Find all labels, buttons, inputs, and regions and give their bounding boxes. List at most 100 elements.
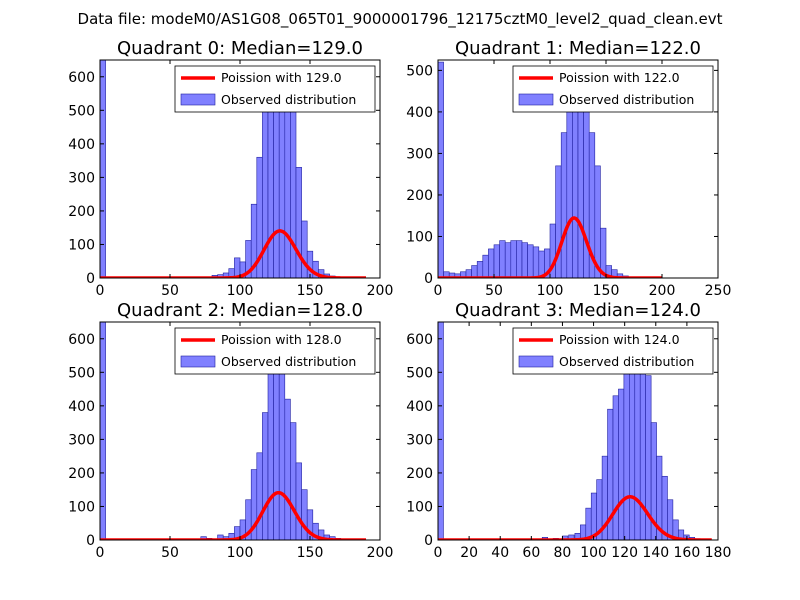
legend-entry-poisson: Poission with 129.0 — [221, 70, 342, 85]
histogram-bar — [600, 227, 607, 278]
y-tick-label: 400 — [406, 399, 433, 415]
y-tick-label: 0 — [86, 533, 95, 549]
legend-bar-swatch — [518, 93, 554, 106]
legend-entry-observed: Observed distribution — [559, 92, 694, 107]
panel-title: Quadrant 1: Median=122.0 — [455, 38, 701, 59]
legend-bar-swatch — [180, 93, 216, 106]
x-tick-label: 100 — [227, 283, 254, 299]
x-tick-label: 50 — [161, 545, 179, 561]
y-tick-label: 200 — [406, 188, 433, 204]
histogram-bar — [594, 165, 601, 278]
histogram-bar — [306, 250, 314, 278]
x-tick-label: 180 — [705, 545, 732, 561]
x-tick-label: 0 — [434, 283, 443, 299]
y-tick-label: 200 — [406, 466, 433, 482]
x-tick-label: 40 — [491, 545, 509, 561]
legend: Poission with 122.0 Observed distribution — [512, 65, 714, 113]
legend-entry-poisson: Poission with 124.0 — [559, 332, 680, 347]
y-tick-label: 0 — [424, 271, 433, 287]
histogram-bar — [516, 240, 523, 278]
histogram-bar — [560, 132, 568, 278]
histogram-bars — [438, 61, 629, 278]
x-tick-label: 150 — [297, 545, 324, 561]
panel-quadrant-3: Quadrant 3: Median=124.00 20 40 60 80 100 120 1… — [406, 300, 731, 561]
histogram-bar — [482, 254, 489, 278]
y-tick-label: 300 — [406, 432, 433, 448]
y-tick-label: 600 — [68, 332, 95, 348]
histogram-bar — [295, 462, 302, 540]
x-tick-label: 100 — [537, 283, 564, 299]
histogram-bar — [568, 534, 575, 540]
histogram-bar — [585, 507, 592, 540]
x-tick-label: 20 — [460, 545, 478, 561]
histogram-bar — [273, 83, 280, 278]
histogram-bar — [284, 398, 291, 540]
histogram-bar — [100, 60, 106, 278]
y-tick-label: 600 — [68, 70, 95, 86]
histogram-bar — [612, 395, 619, 540]
histogram-bar — [256, 452, 263, 540]
histogram-bar — [438, 61, 444, 278]
y-tick-label: 500 — [406, 63, 433, 79]
histogram-bars — [100, 322, 342, 540]
panel-quadrant-0: Quadrant 0: Median=129.0 0 50 100 150 200 0 100… — [68, 38, 393, 299]
x-tick-label: 120 — [611, 545, 638, 561]
histogram-bar — [100, 322, 106, 540]
histogram-bar — [504, 242, 512, 278]
y-tick-label: 100 — [406, 229, 433, 245]
legend-entry-observed: Observed distribution — [559, 354, 694, 369]
x-tick-label: 0 — [434, 545, 443, 561]
histogram-bar — [493, 244, 500, 278]
legend-entry-poisson: Poission with 122.0 — [559, 70, 680, 85]
y-tick-label: 500 — [406, 365, 433, 381]
y-tick-label: 500 — [68, 103, 95, 119]
axes-frame — [437, 59, 719, 279]
y-tick-label: 100 — [406, 499, 433, 515]
histogram-bar — [262, 412, 269, 540]
histogram-bars — [100, 60, 342, 278]
poisson-curve — [100, 490, 367, 540]
histogram-bar — [521, 242, 528, 278]
y-tick-label: 400 — [406, 105, 433, 121]
histogram-bar — [273, 345, 280, 540]
legend: Poission with 124.0 Observed distribution — [512, 327, 714, 375]
x-tick-label: 200 — [367, 545, 394, 561]
panel-title: Quadrant 3: Median=124.0 — [455, 300, 701, 321]
x-tick-label: 140 — [642, 545, 669, 561]
histogram-bar — [295, 167, 302, 278]
legend-entry-observed: Observed distribution — [221, 92, 356, 107]
y-tick-label: 200 — [68, 466, 95, 482]
x-tick-label: 0 — [96, 283, 105, 299]
y-tick-label: 400 — [68, 399, 95, 415]
histogram-bar — [499, 240, 506, 278]
histogram-bars — [438, 322, 701, 540]
x-tick-label: 100 — [580, 545, 607, 561]
x-tick-label: 0 — [96, 545, 105, 561]
y-tick-label: 600 — [406, 332, 433, 348]
histogram-bar — [527, 244, 534, 278]
histogram-bar — [488, 248, 495, 278]
histogram-bar — [278, 365, 286, 540]
legend-entry-poisson: Poission with 128.0 — [221, 332, 342, 347]
y-tick-label: 500 — [68, 365, 95, 381]
legend-bar-swatch — [518, 355, 554, 368]
x-tick-label: 200 — [649, 283, 676, 299]
x-tick-label: 50 — [485, 283, 503, 299]
axes-frame — [437, 321, 719, 541]
histogram-bar — [301, 220, 308, 278]
x-tick-label: 150 — [297, 283, 324, 299]
histogram-bar — [510, 240, 517, 278]
histogram-bar — [290, 422, 297, 540]
histogram-bar — [267, 110, 274, 278]
x-tick-label: 50 — [161, 283, 179, 299]
x-tick-label: 100 — [227, 545, 254, 561]
histogram-bar — [278, 83, 286, 278]
panel-quadrant-1: Quadrant 1: Median=122.0 0 50 100 150 200 250 0… — [406, 38, 731, 299]
y-tick-label: 100 — [68, 237, 95, 253]
histogram-bar — [438, 322, 444, 540]
legend: Poission with 128.0 Observed distribution — [174, 327, 376, 375]
figure-title: Data file: modeM0/AS1G08_065T01_90000017… — [78, 10, 723, 29]
panel-title: Quadrant 0: Median=129.0 — [117, 38, 363, 59]
panel-quadrant-2: Quadrant 2: Median=128.0 0 50 100 150 200 0 100… — [68, 300, 393, 561]
